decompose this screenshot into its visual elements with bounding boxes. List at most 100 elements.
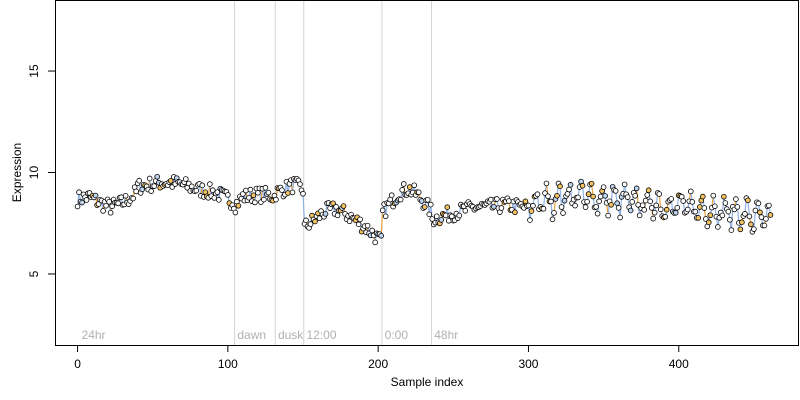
data-point (614, 200, 620, 206)
data-point (662, 213, 669, 220)
data-point (588, 180, 595, 187)
data-point (330, 200, 336, 207)
x-tick-label: 100 (218, 357, 238, 371)
data-point (582, 204, 589, 210)
data-point (307, 221, 314, 227)
data-point (438, 217, 445, 223)
data-point (506, 198, 512, 204)
data-point (700, 193, 706, 200)
data-point (706, 219, 712, 226)
data-point (566, 186, 572, 193)
data-point (687, 188, 694, 195)
data-point (261, 196, 267, 203)
data-point (92, 192, 99, 199)
data-point (415, 189, 422, 196)
data-point (572, 202, 578, 209)
data-point (742, 211, 748, 217)
data-point (333, 204, 339, 210)
data-point (512, 209, 518, 216)
data-point (739, 219, 745, 226)
data-point (122, 192, 129, 199)
data-point (594, 210, 601, 217)
data-point (340, 203, 347, 209)
data-point (560, 210, 566, 216)
data-point (605, 212, 611, 219)
data-point (602, 193, 608, 199)
data-point (647, 198, 653, 205)
data-point (624, 194, 631, 200)
condition-label: 12:00 (307, 328, 337, 342)
data-point (701, 205, 708, 211)
data-point (710, 192, 717, 199)
data-point (696, 204, 703, 210)
data-point (115, 200, 121, 207)
data-point (388, 192, 395, 198)
data-point (540, 205, 547, 212)
data-point (557, 183, 563, 190)
data-point (639, 202, 646, 209)
data-point (297, 181, 303, 187)
data-point (246, 194, 252, 201)
data-point (79, 199, 85, 206)
data-point (645, 187, 652, 193)
data-point (146, 175, 153, 182)
data-point (545, 193, 551, 200)
data-point (653, 202, 660, 209)
data-point (109, 203, 115, 210)
data-point (575, 194, 581, 201)
data-point (593, 204, 599, 210)
data-point (433, 213, 440, 220)
data-point (427, 201, 434, 208)
data-point (136, 177, 142, 184)
data-point (355, 221, 362, 228)
data-point (133, 188, 139, 195)
data-point (421, 204, 428, 210)
data-point (262, 184, 269, 191)
data-point (725, 208, 732, 215)
data-point (651, 209, 658, 216)
data-point (621, 181, 628, 188)
y-axis-label: Expression (10, 143, 24, 202)
plot-frame (55, 0, 799, 346)
data-point (766, 202, 772, 209)
data-point (462, 208, 469, 214)
y-tick-label: 10 (27, 166, 41, 180)
x-tick-label: 400 (669, 357, 689, 371)
data-point (530, 202, 536, 209)
data-point (74, 203, 81, 210)
data-point (397, 196, 404, 203)
data-point (240, 191, 246, 197)
data-point (214, 189, 221, 195)
data-point (548, 198, 554, 205)
data-point (733, 196, 739, 202)
data-point (761, 222, 768, 229)
data-point (745, 197, 751, 204)
data-point (527, 217, 533, 223)
data-point (76, 189, 82, 196)
data-point (728, 227, 735, 233)
data-point (151, 183, 158, 189)
data-point (590, 193, 596, 200)
data-point (632, 193, 638, 199)
data-point (648, 205, 655, 211)
data-point (491, 203, 497, 210)
data-point (636, 212, 643, 219)
condition-dividers (234, 1, 433, 345)
data-point (118, 194, 124, 201)
data-point (689, 199, 696, 205)
data-point (758, 214, 765, 220)
data-point (346, 218, 353, 225)
data-point (235, 203, 242, 209)
data-point (378, 232, 384, 239)
series-segment (380, 210, 384, 236)
condition-label: 0:00 (385, 328, 409, 342)
data-point (83, 197, 90, 203)
data-point (488, 196, 494, 203)
data-point (382, 213, 389, 220)
data-point (364, 222, 371, 229)
data-point (656, 191, 663, 197)
data-point (712, 203, 718, 210)
data-point (182, 176, 189, 182)
data-point (650, 215, 657, 222)
